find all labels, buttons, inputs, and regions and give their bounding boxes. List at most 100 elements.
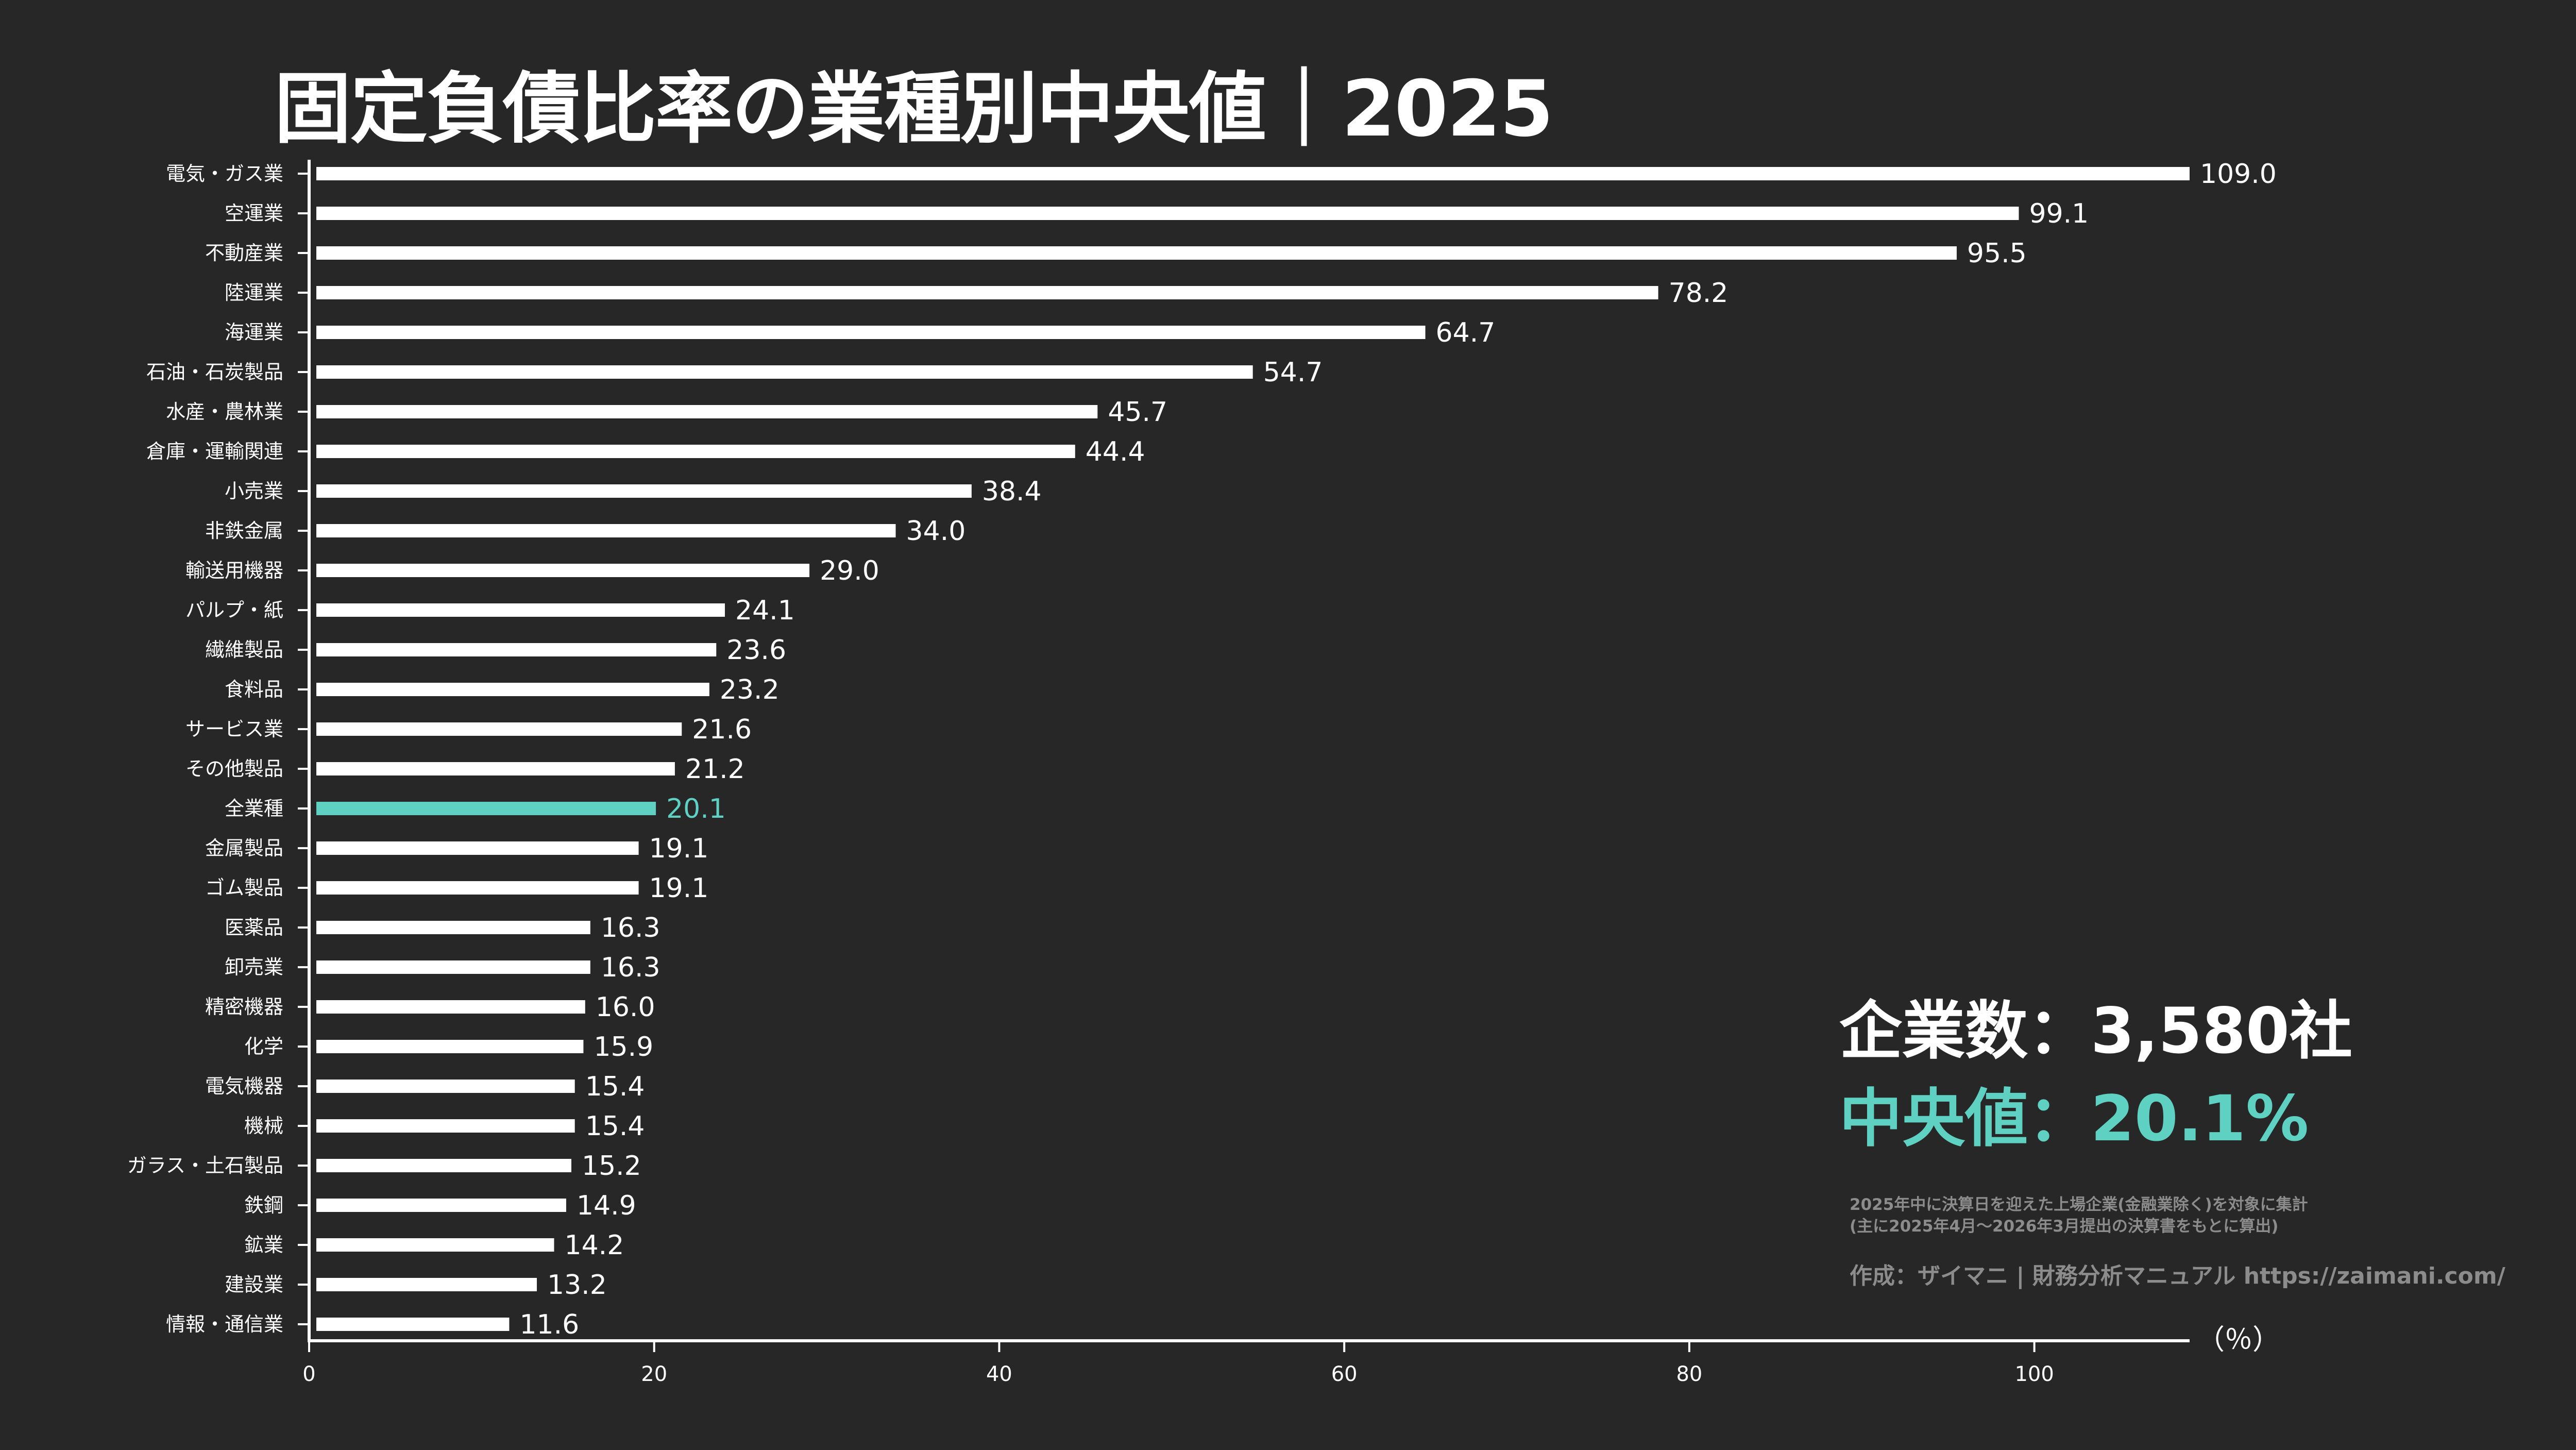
bar bbox=[316, 960, 590, 974]
bar bbox=[316, 603, 725, 617]
median-value: 中央値：20.1% bbox=[1839, 1082, 2309, 1155]
category-label: ゴム製品 bbox=[205, 876, 283, 899]
note-line-1: 2025年中に決算日を迎えた上場企業(金融業除く)を対象に集計 bbox=[1850, 1195, 2308, 1214]
bar bbox=[316, 1159, 571, 1172]
bar bbox=[316, 365, 1253, 379]
category-label: 電気・ガス業 bbox=[166, 162, 283, 185]
bar bbox=[316, 1080, 575, 1093]
category-label: 非鉄金属 bbox=[205, 519, 283, 542]
value-label: 38.4 bbox=[982, 476, 1042, 507]
bar bbox=[316, 445, 1075, 458]
category-label: 空運業 bbox=[225, 202, 283, 225]
category-label: サービス業 bbox=[185, 718, 283, 740]
value-label: 16.0 bbox=[596, 992, 655, 1023]
x-axis-label: （％） bbox=[2197, 1323, 2280, 1356]
x-tick-label: 80 bbox=[1676, 1362, 1702, 1386]
category-label: 陸運業 bbox=[225, 281, 283, 304]
bar bbox=[316, 326, 1426, 339]
value-label: 19.1 bbox=[649, 873, 709, 904]
value-label: 109.0 bbox=[2200, 159, 2277, 190]
value-label: 20.1 bbox=[666, 794, 726, 824]
summary-stats: 企業数：3,580社 中央値：20.1% bbox=[1839, 1000, 2352, 1150]
note-line-2: (主に2025年4月〜2026年3月提出の決算書をもとに算出) bbox=[1850, 1217, 2279, 1236]
value-label: 95.5 bbox=[1967, 238, 2027, 269]
value-label: 21.6 bbox=[692, 714, 752, 745]
category-label: 石油・石炭製品 bbox=[146, 361, 283, 383]
value-label: 19.1 bbox=[649, 833, 709, 864]
bar bbox=[316, 405, 1098, 418]
bar bbox=[316, 246, 1957, 260]
x-tick-label: 60 bbox=[1331, 1362, 1358, 1386]
value-label: 21.2 bbox=[685, 754, 745, 785]
category-label: 輸送用機器 bbox=[185, 559, 283, 582]
bar bbox=[316, 802, 656, 815]
value-label: 24.1 bbox=[735, 595, 795, 626]
category-label: 倉庫・運輸関連 bbox=[146, 440, 283, 463]
bar bbox=[316, 1040, 584, 1053]
value-label: 13.2 bbox=[547, 1270, 607, 1301]
category-label: ガラス・土石製品 bbox=[127, 1154, 283, 1177]
value-label: 23.6 bbox=[726, 635, 786, 666]
category-label: 建設業 bbox=[225, 1273, 283, 1296]
bar bbox=[316, 643, 717, 656]
bar bbox=[316, 1238, 554, 1252]
category-label: その他製品 bbox=[185, 757, 283, 780]
category-label: 機械 bbox=[244, 1115, 283, 1137]
category-label: 電気機器 bbox=[205, 1075, 283, 1098]
category-label: 鉄鋼 bbox=[244, 1194, 283, 1217]
value-label: 14.2 bbox=[565, 1230, 624, 1261]
value-label: 15.2 bbox=[582, 1151, 641, 1182]
value-label: 15.9 bbox=[594, 1032, 653, 1063]
bar bbox=[316, 207, 2019, 220]
category-label: 金属製品 bbox=[205, 837, 283, 859]
category-label: 繊維製品 bbox=[205, 638, 283, 661]
bar bbox=[316, 722, 682, 736]
value-label: 23.2 bbox=[720, 675, 779, 705]
value-label: 44.4 bbox=[1086, 436, 1145, 467]
value-label: 78.2 bbox=[1669, 278, 1728, 309]
value-label: 15.4 bbox=[585, 1111, 645, 1142]
bar bbox=[316, 1000, 585, 1014]
category-label: 精密機器 bbox=[205, 996, 283, 1018]
category-label: 卸売業 bbox=[225, 956, 283, 979]
value-label: 99.1 bbox=[2029, 198, 2089, 229]
category-label: 不動産業 bbox=[205, 242, 283, 264]
bar bbox=[316, 484, 972, 498]
value-label: 16.3 bbox=[601, 952, 660, 983]
category-label: 情報・通信業 bbox=[166, 1313, 283, 1336]
chart-title: 固定負債比率の業種別中央値｜2025 bbox=[274, 64, 1553, 154]
value-label: 11.6 bbox=[519, 1309, 579, 1340]
bar bbox=[316, 167, 2190, 180]
value-label: 29.0 bbox=[820, 555, 879, 586]
bar bbox=[316, 881, 639, 895]
x-tick-label: 100 bbox=[2014, 1362, 2054, 1386]
bar bbox=[316, 1199, 566, 1212]
bar bbox=[316, 286, 1658, 299]
bar bbox=[316, 524, 896, 537]
value-label: 15.4 bbox=[585, 1071, 645, 1102]
category-label: 鉱業 bbox=[244, 1234, 283, 1256]
bar bbox=[316, 1119, 575, 1133]
bar bbox=[316, 1278, 537, 1291]
value-label: 54.7 bbox=[1263, 357, 1323, 388]
bar bbox=[316, 921, 590, 934]
methodology-note: 2025年中に決算日を迎えた上場企業(金融業除く)を対象に集計 (主に2025年… bbox=[1850, 1194, 2308, 1238]
x-tick-label: 40 bbox=[986, 1362, 1012, 1386]
category-label: 水産・農林業 bbox=[166, 400, 283, 423]
category-label: パルプ・紙 bbox=[185, 599, 283, 621]
category-label: 医薬品 bbox=[225, 916, 283, 939]
bar bbox=[316, 564, 810, 577]
x-tick-label: 20 bbox=[641, 1362, 667, 1386]
x-tick-label: 0 bbox=[302, 1362, 315, 1386]
value-label: 16.3 bbox=[601, 913, 660, 943]
category-label: 全業種 bbox=[225, 797, 283, 820]
category-label: 小売業 bbox=[225, 480, 283, 502]
value-label: 64.7 bbox=[1436, 317, 1496, 348]
bar bbox=[316, 683, 709, 696]
category-label: 海運業 bbox=[225, 321, 283, 344]
value-label: 45.7 bbox=[1108, 397, 1167, 428]
bar bbox=[316, 762, 675, 775]
bar bbox=[316, 1318, 510, 1331]
value-label: 14.9 bbox=[577, 1190, 636, 1221]
